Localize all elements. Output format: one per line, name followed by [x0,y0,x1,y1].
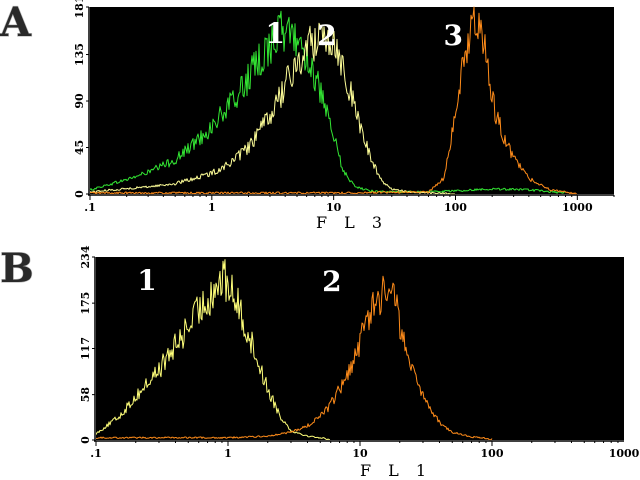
series-b-2-trace [96,275,493,441]
peak-label-b-1: 1 [137,264,156,297]
y-tick-label: 175 [79,292,92,315]
series-a-1-trace [89,10,566,194]
y-tick-label: 90 [73,93,86,109]
peak-label-b-2: 2 [322,265,341,298]
x-tick-label: .1 [84,201,95,214]
peak-label-a-3: 3 [444,19,463,52]
x-axis-title-b: F L 1 [360,461,432,480]
x-ticks-a: .1 1 10 100 1000 [84,195,615,214]
series-b-1-trace [95,259,331,441]
y-tick-label: 0 [79,436,92,444]
x-tick-label: 1000 [609,447,640,460]
peak-label-a-2: 2 [317,19,336,52]
panel-letter-a: A [0,0,32,46]
series-a-2-trace [89,22,455,195]
x-tick-label: 100 [481,447,504,460]
y-tick-label: 181 [73,0,86,18]
panel-letter-b: B [0,245,34,292]
y-tick-label: 58 [79,387,92,403]
series-group-a [89,6,578,195]
x-tick-label: 1000 [562,201,593,214]
x-tick-label: .1 [90,447,101,460]
peak-label-a-1: 1 [265,17,284,50]
x-tick-label: 10 [326,201,342,214]
x-ticks-b: .1 1 10 100 1000 [90,441,640,460]
y-tick-label: 234 [79,245,92,268]
y-tick-label: 135 [73,43,86,66]
x-tick-label: 100 [444,201,467,214]
x-tick-label: 10 [352,447,368,460]
plot-area-b [96,257,624,440]
y-tick-label: 0 [73,190,86,198]
x-tick-label: 1 [208,201,216,214]
x-axis-title-a: F L 3 [316,213,388,232]
y-ticks-a: 0 45 90 135 181 [73,0,89,198]
y-tick-label: 117 [79,337,92,360]
x-tick-label: 1 [224,447,232,460]
series-group-b [95,259,493,441]
y-ticks-b: 0 58 117 175 234 [79,245,95,444]
y-tick-label: 45 [73,140,86,155]
series-a-3-trace [90,6,578,195]
